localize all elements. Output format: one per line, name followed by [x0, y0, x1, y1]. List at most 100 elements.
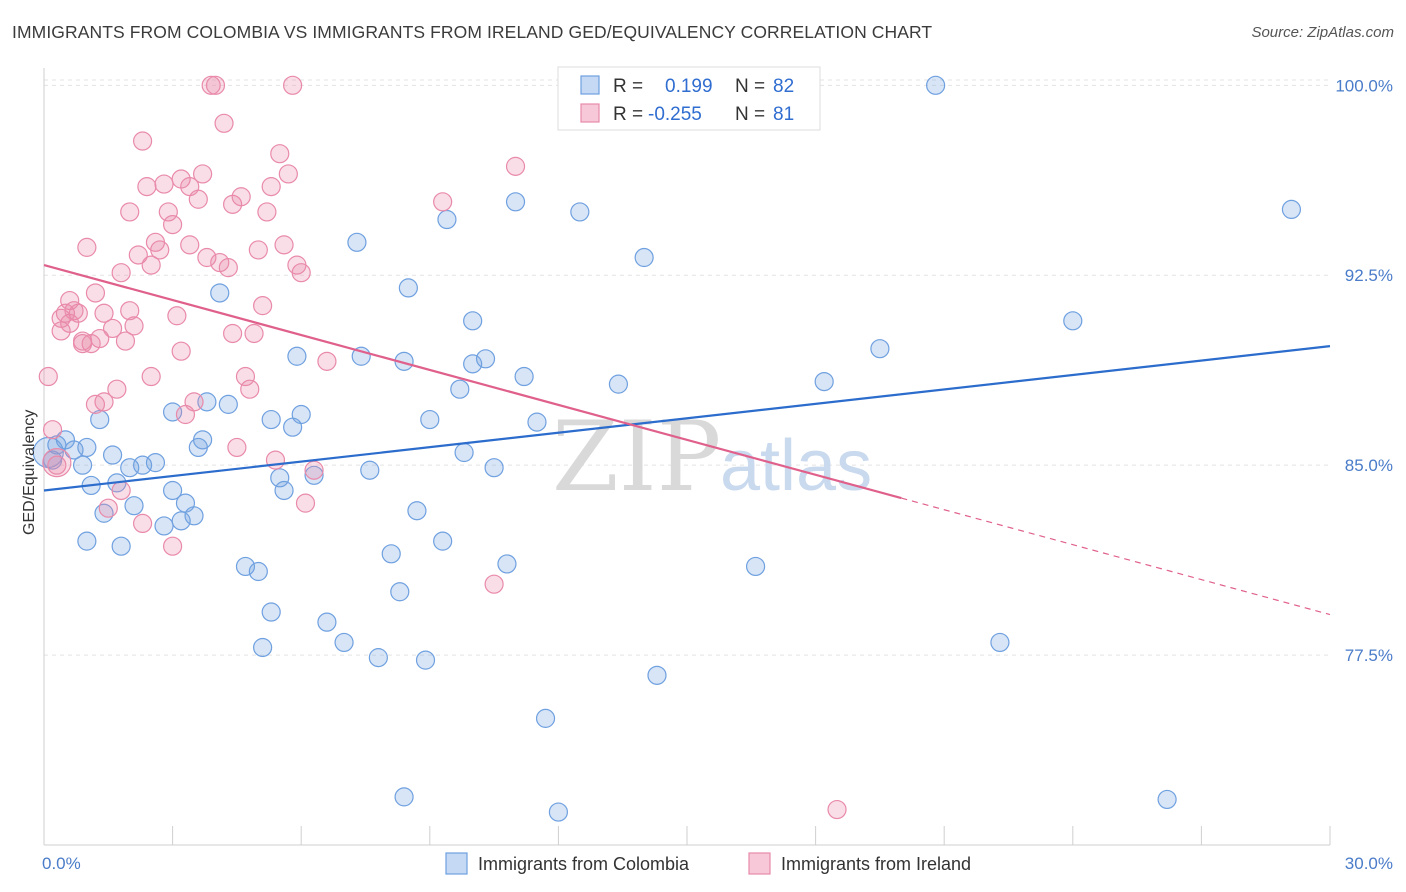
ireland-point — [257, 202, 277, 222]
ireland-point — [158, 202, 178, 222]
y-tick-labels: 77.5% 85.0% 92.5% 100.0% — [1335, 76, 1393, 665]
colombia-point — [102, 445, 123, 465]
ireland-point — [60, 313, 80, 333]
source-label: Source: ZipAtlas.com — [1251, 24, 1394, 41]
colombia-point — [248, 561, 268, 582]
ireland-point — [304, 460, 324, 480]
ireland-point — [141, 366, 161, 387]
colombia-point — [184, 506, 204, 526]
ireland-point — [120, 202, 140, 222]
ireland-point — [218, 258, 238, 278]
colombia-point — [360, 460, 380, 480]
ireland-point — [223, 323, 243, 344]
colombia-point — [317, 612, 337, 632]
colombia-point — [1063, 311, 1083, 331]
series-colombia — [32, 75, 1302, 822]
colombia-point — [145, 453, 166, 473]
colombia-r-value: 0.199 — [665, 76, 713, 97]
y-tick-label-3: 100.0% — [1335, 76, 1393, 95]
colombia-swatch — [580, 75, 600, 95]
trend-lines — [43, 264, 1331, 616]
colombia-point — [608, 374, 629, 394]
colombia-point — [420, 409, 440, 430]
y-tick-label-2: 92.5% — [1345, 266, 1393, 285]
ireland-point — [102, 318, 123, 339]
ireland-point — [111, 263, 131, 283]
colombia-point — [407, 501, 427, 521]
colombia-point — [154, 516, 174, 536]
colombia-point — [347, 232, 367, 252]
ireland-point — [180, 235, 200, 255]
ireland-point — [132, 131, 153, 151]
ireland-point — [261, 177, 281, 197]
stats-legend-box — [557, 66, 821, 131]
colombia-point — [463, 311, 483, 331]
colombia-point — [454, 442, 474, 463]
colombia-point — [218, 394, 238, 414]
bottom-legend-colombia-label: Immigrants from Colombia — [478, 854, 690, 874]
ireland-point — [154, 174, 174, 194]
colombia-r-label: R = — [613, 76, 643, 97]
x-tick-labels: 0.0% 30.0% — [42, 854, 1393, 873]
colombia-point — [124, 496, 144, 516]
ireland-trend-line — [43, 264, 902, 500]
colombia-n-label: N = — [735, 76, 765, 97]
colombia-point — [261, 602, 281, 622]
colombia-point — [381, 544, 401, 564]
colombia-point — [535, 708, 556, 728]
ireland-point — [167, 306, 187, 326]
ireland-point — [145, 232, 166, 252]
ireland-point — [235, 366, 256, 387]
ireland-point — [85, 394, 106, 414]
colombia-point — [814, 371, 834, 392]
colombia-point — [291, 404, 311, 425]
ireland-point — [205, 75, 226, 95]
colombia-point — [647, 665, 667, 685]
ireland-point — [171, 341, 191, 361]
data-points — [32, 75, 1302, 822]
ireland-point — [42, 448, 72, 478]
y-axis-label: GED/Equivalency — [21, 410, 38, 535]
colombia-point — [163, 480, 183, 501]
colombia-point — [72, 455, 93, 475]
ireland-point — [163, 214, 183, 235]
ireland-point — [128, 245, 148, 265]
ireland-point — [137, 177, 157, 197]
colombia-point — [235, 556, 256, 577]
ireland-point — [141, 255, 161, 275]
colombia-point — [111, 536, 131, 556]
ireland-point — [64, 301, 84, 321]
colombia-point — [497, 554, 517, 574]
ireland-point — [827, 799, 847, 820]
bottom-legend-colombia-swatch — [445, 852, 468, 875]
colombia-point — [990, 632, 1010, 653]
ireland-point — [270, 144, 290, 164]
colombia-point — [870, 339, 890, 359]
ireland-point — [107, 379, 127, 399]
chart-title: IMMIGRANTS FROM COLOMBIA VS IMMIGRANTS F… — [12, 22, 933, 42]
ireland-point — [283, 75, 303, 95]
ireland-trend-line-extension — [901, 497, 1331, 616]
colombia-point — [634, 247, 654, 268]
ireland-point — [94, 303, 114, 323]
ireland-point — [227, 437, 247, 458]
x-tick-label-1: 30.0% — [1345, 854, 1393, 873]
ireland-point — [38, 366, 58, 387]
ireland-point — [85, 283, 106, 303]
colombia-point — [398, 278, 418, 298]
x-tick-label-0: 0.0% — [42, 854, 81, 873]
ireland-swatch — [580, 103, 600, 123]
series-ireland — [38, 75, 847, 820]
ireland-point — [81, 334, 101, 354]
colombia-n-value: 82 — [773, 76, 794, 97]
ireland-point — [180, 177, 200, 197]
colombia-point — [1157, 789, 1177, 810]
colombia-point — [90, 409, 110, 430]
ireland-point — [484, 574, 504, 594]
ireland-point — [120, 301, 140, 321]
ireland-point — [111, 480, 131, 501]
ireland-point — [505, 156, 526, 176]
bottom-legend-ireland-label: Immigrants from Ireland — [781, 854, 971, 874]
y-tick-label-1: 85.0% — [1345, 456, 1393, 475]
